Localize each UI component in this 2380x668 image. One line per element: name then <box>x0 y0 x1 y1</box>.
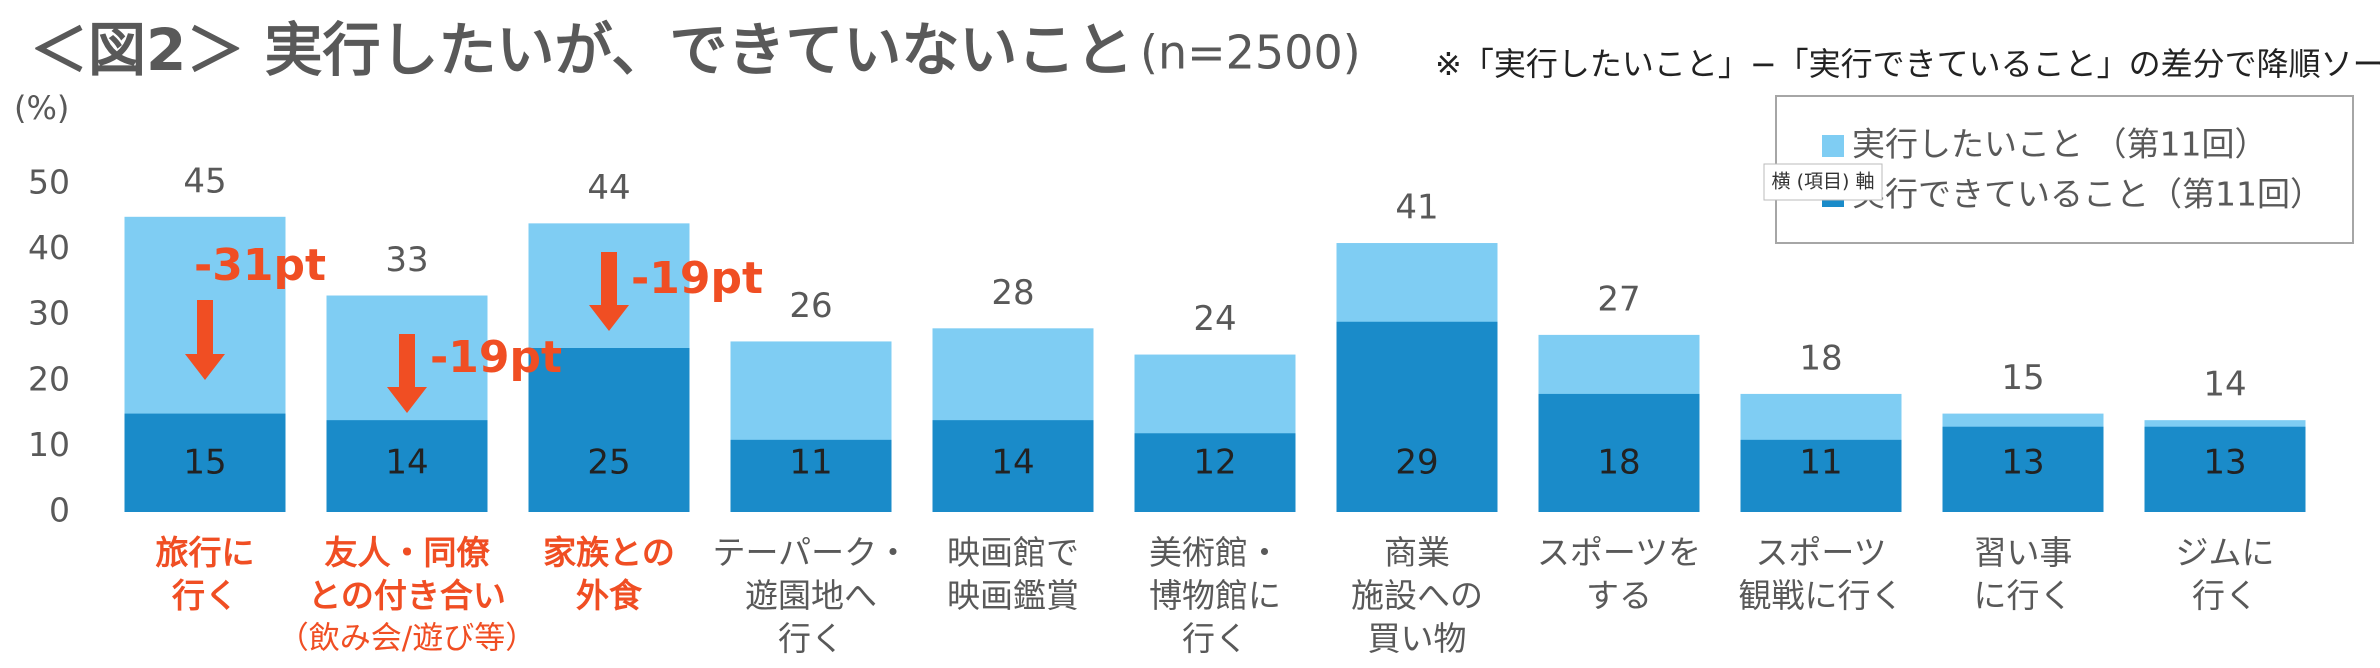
value-label: 44 <box>587 168 630 208</box>
x-tick-label-line: 家族との <box>543 533 675 572</box>
x-tick-label-line: 映画館で <box>947 533 1079 572</box>
x-tick-label-line: 行く <box>2192 576 2258 615</box>
x-tick-label-line: テーパーク・ <box>712 533 909 572</box>
x-tick-label-line: 観戦に行く <box>1739 576 1904 615</box>
x-tick-label-line: 商業 <box>1384 533 1450 572</box>
value-label: 13 <box>2001 443 2044 483</box>
y-tick-label: 40 <box>28 228 70 267</box>
y-tick-label: 10 <box>28 425 70 464</box>
value-label: 24 <box>1193 299 1236 339</box>
legend-swatch <box>1822 135 1844 157</box>
x-tick-label-line: 行く <box>171 576 238 615</box>
chart-subtitle: (n=2500) <box>1140 26 1361 80</box>
x-tick-label: 美術館・博物館に行く <box>1149 533 1281 658</box>
x-tick-label-line: 買い物 <box>1368 619 1467 658</box>
arrow-shaft <box>399 334 415 389</box>
value-label: 14 <box>385 443 428 483</box>
value-label: 14 <box>2203 365 2246 405</box>
chart-title: ＜図2＞ 実行したいが、できていないこと <box>30 16 1133 84</box>
value-label: 18 <box>1597 443 1640 483</box>
bar <box>1740 439 1902 512</box>
legend-label: 実行したいこと （第11回） <box>1852 125 2267 164</box>
bar <box>1336 321 1498 512</box>
arrow-head <box>387 387 427 413</box>
y-tick-label: 20 <box>28 359 70 398</box>
value-label: 25 <box>587 443 630 483</box>
x-tick-label: テーパーク・遊園地へ行く <box>712 533 909 658</box>
x-tick-label-line: スポーツを <box>1537 533 1701 572</box>
bar <box>730 439 892 512</box>
x-tick-label-line: 行く <box>778 619 844 658</box>
bar <box>1538 393 1700 512</box>
y-tick-label: 0 <box>49 491 70 530</box>
annotation: -31pt <box>194 240 326 291</box>
x-tick-label-line: 行く <box>1182 619 1248 658</box>
y-tick-label: 50 <box>28 163 70 202</box>
x-tick-label-line: ジムに <box>2176 533 2275 572</box>
x-tick-label-line: 外食 <box>576 576 643 615</box>
value-label: 29 <box>1395 443 1438 483</box>
x-tick-label-line: 施設への <box>1351 576 1483 615</box>
x-tick-label: ジムに行く <box>2176 533 2275 615</box>
y-tick-label: 30 <box>28 294 70 333</box>
value-label: 14 <box>991 443 1034 483</box>
x-tick-label-line: 博物館に <box>1149 576 1281 615</box>
bar <box>1134 433 1296 512</box>
y-axis-label: (%) <box>14 89 69 127</box>
bar <box>932 420 1094 512</box>
annotation: -19pt <box>631 253 763 304</box>
value-label: 13 <box>2203 443 2246 483</box>
x-tick-label-line: 映画鑑賞 <box>947 576 1079 615</box>
x-tick-label: スポーツ観戦に行く <box>1739 533 1904 615</box>
x-tick-label-line: 友人・同僚 <box>325 533 491 572</box>
x-tick-label-line: する <box>1586 576 1652 615</box>
value-label: 33 <box>385 240 428 280</box>
value-label: 45 <box>183 161 226 201</box>
bar <box>528 348 690 512</box>
category-note: （飲み会/遊び等） <box>278 621 536 657</box>
x-tick-label-line: 習い事 <box>1974 533 2073 572</box>
value-label: 41 <box>1395 188 1438 228</box>
arrow-head <box>589 305 629 331</box>
tooltip-box <box>1763 163 1883 201</box>
bar <box>2144 426 2306 512</box>
bar <box>124 413 286 512</box>
x-tick-label: 家族との外食 <box>543 533 675 615</box>
value-label: 27 <box>1597 279 1640 319</box>
x-tick-label-line: 美術館・ <box>1149 533 1281 572</box>
bar <box>1942 426 2104 512</box>
bar <box>326 420 488 512</box>
note: ※「実行したいこと」−「実行できていること」の差分で降順ソート <box>1435 45 2380 83</box>
x-tick-label-line: に行く <box>1974 576 2073 615</box>
x-tick-label: 映画館で映画鑑賞 <box>947 533 1079 615</box>
x-tick-label: スポーツをする <box>1537 533 1701 615</box>
value-label: 15 <box>183 443 226 483</box>
x-tick-label-line: 遊園地へ <box>745 576 877 615</box>
x-tick-label-line: 旅行に <box>156 533 255 572</box>
x-tick-label: 友人・同僚との付き合い <box>308 533 506 615</box>
value-label: 12 <box>1193 443 1236 483</box>
tooltip: 横 (項目) 軸 <box>1772 171 1875 193</box>
arrow-shaft <box>601 252 617 307</box>
value-label: 18 <box>1799 338 1842 378</box>
arrow-head <box>185 354 225 380</box>
x-tick-label: 習い事に行く <box>1974 533 2073 615</box>
value-label: 11 <box>789 443 832 483</box>
value-label: 28 <box>991 273 1034 313</box>
legend-label: 実行できていること（第11回） <box>1852 175 2323 214</box>
x-tick-label: 商業施設への買い物 <box>1351 533 1483 658</box>
x-tick-label-line: スポーツ <box>1755 533 1886 572</box>
value-label: 15 <box>2001 358 2044 398</box>
arrow-shaft <box>197 300 213 356</box>
value-label: 26 <box>789 286 832 326</box>
x-tick-label-line: との付き合い <box>308 576 506 615</box>
annotation: -19pt <box>430 332 562 383</box>
x-tick-label: 旅行に行く <box>156 533 255 615</box>
value-label: 11 <box>1799 443 1842 483</box>
